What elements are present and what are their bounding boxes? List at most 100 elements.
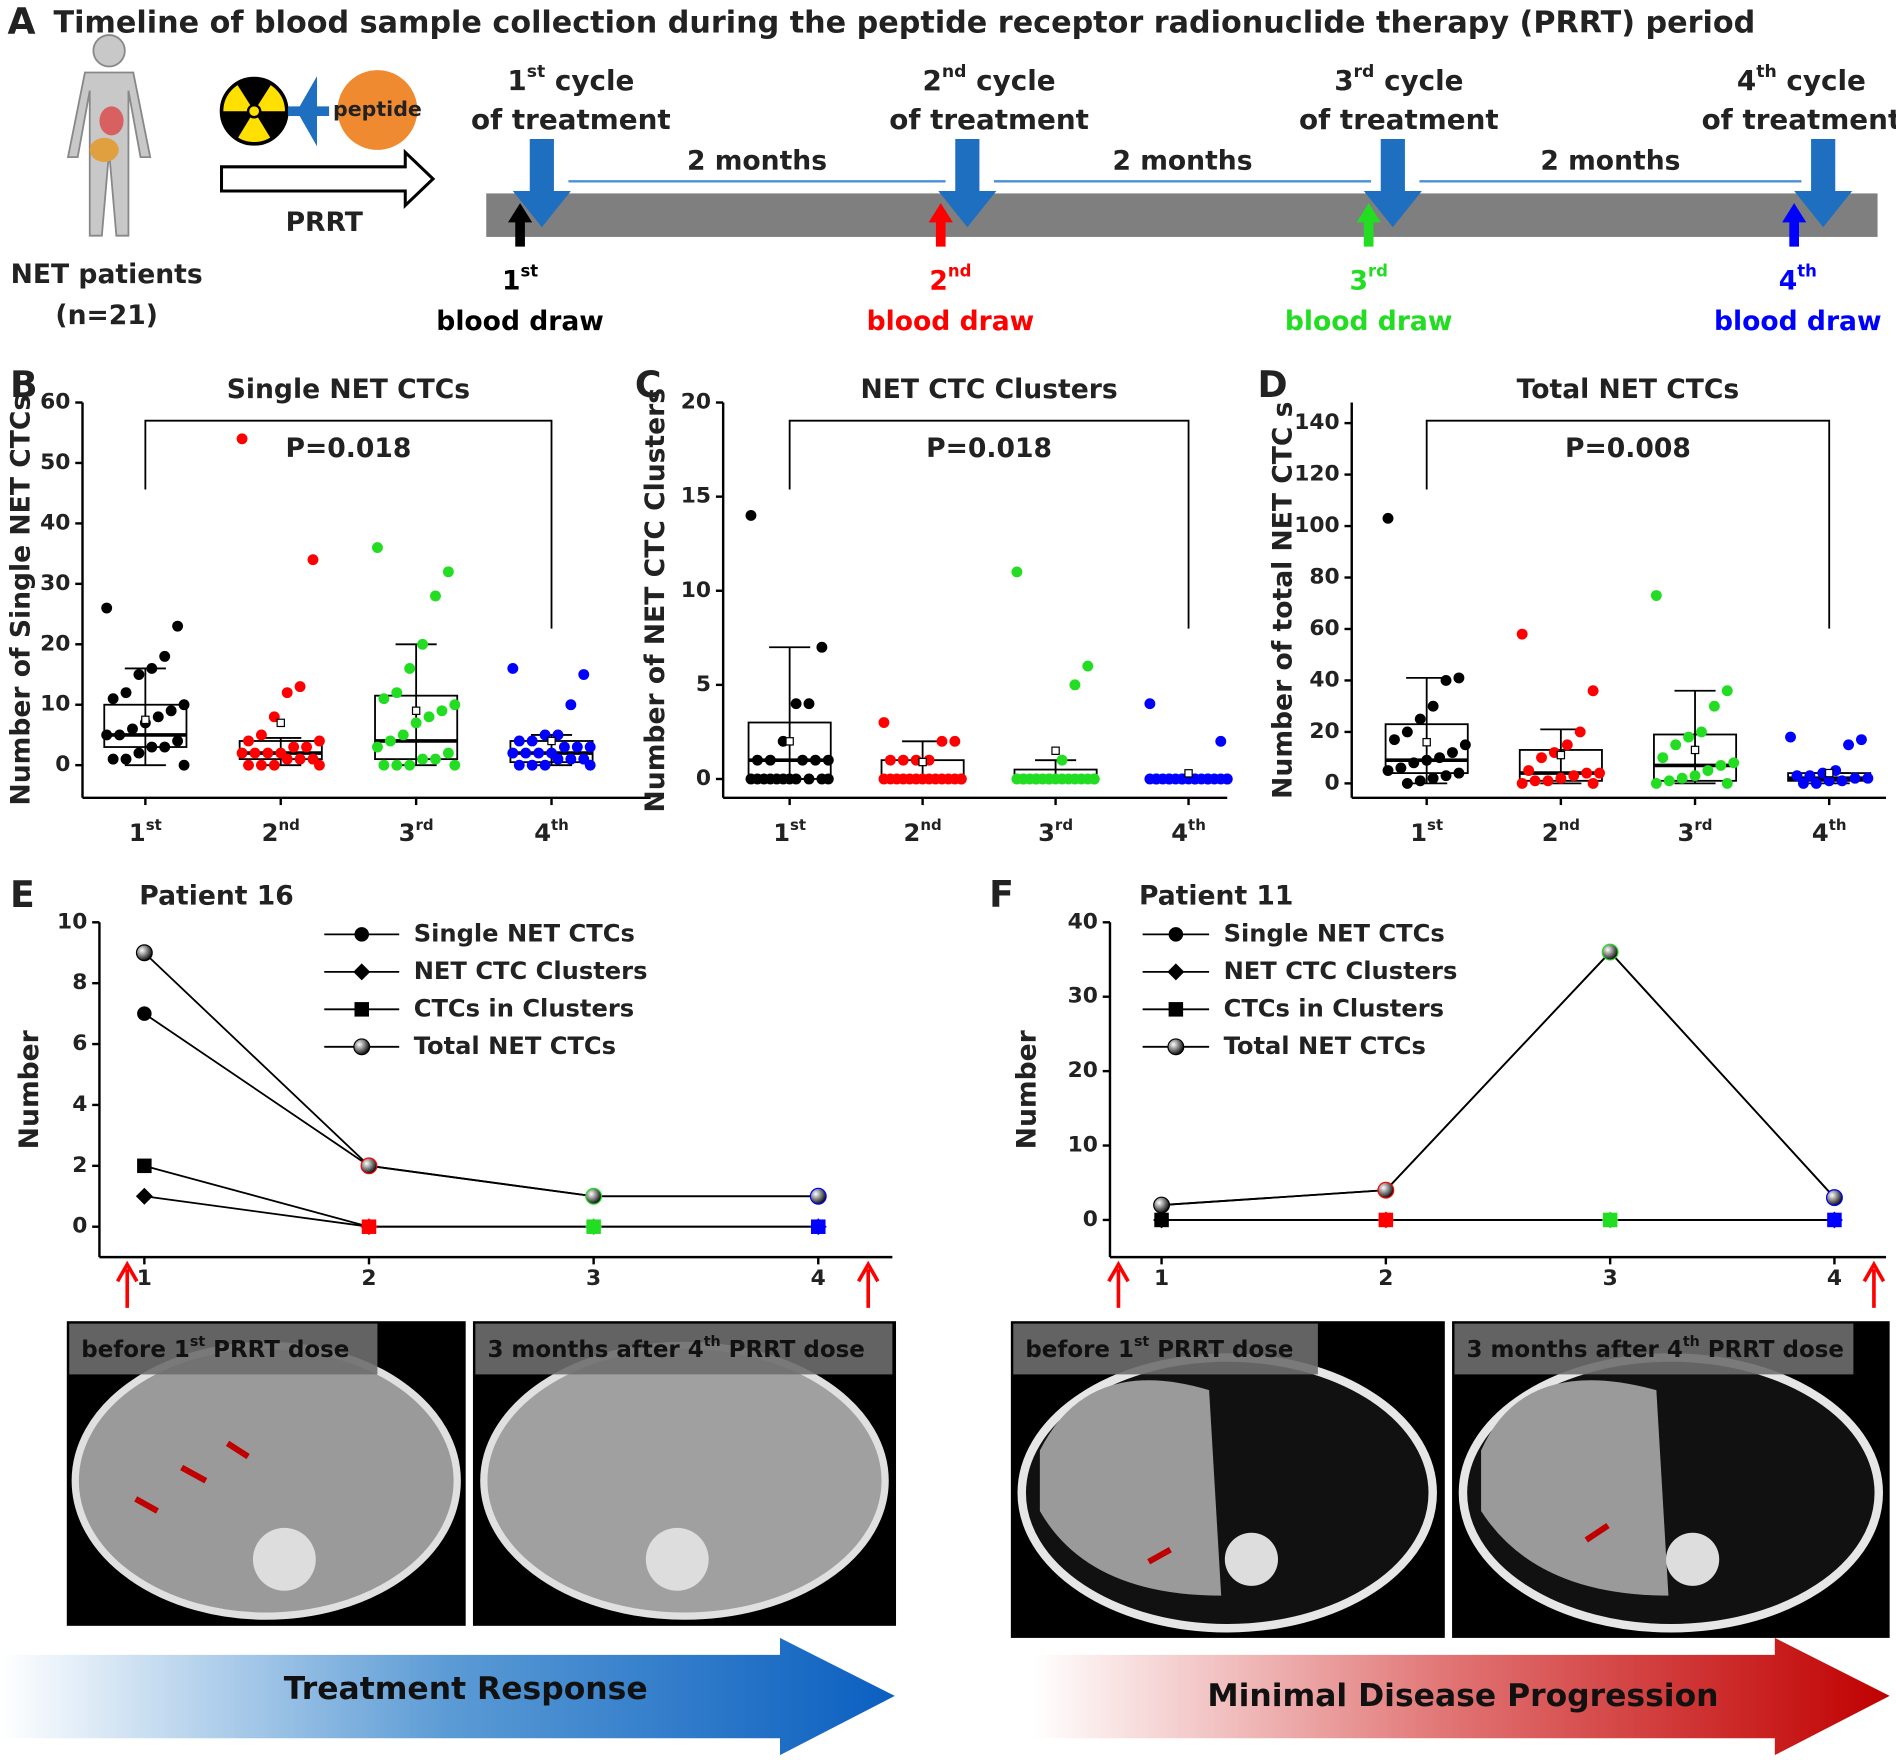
data-point [1056,754,1068,766]
y-tick-label: 6 [72,1031,87,1056]
image-caption-part: before 1 [81,1337,190,1363]
y-tick-label: 10 [1068,1133,1098,1158]
data-point [417,638,429,650]
legend-marker [353,963,371,981]
outcome-label: Minimal Disease Progression [1207,1678,1718,1714]
x-tick-label: 4 [811,1266,826,1291]
x-tick-label: 3rd [399,816,434,848]
data-point [1862,772,1874,784]
data-point [1154,1212,1169,1228]
chart-title: NET CTC Clusters [860,374,1117,405]
mean [547,736,556,746]
significance-bracket [788,419,1190,629]
cycle-label-part: nd [942,62,967,82]
data-point [1856,734,1867,746]
data-point [585,1187,603,1205]
data-point [1401,777,1413,789]
draw-arrow [508,203,533,247]
therapy-label: PRRT [286,207,363,238]
draw-label: blood draw [1285,306,1453,337]
x-tick-label-part: 3 [1678,819,1695,847]
data-point [1683,731,1695,743]
data-point [165,705,177,717]
data-point [1657,752,1669,764]
cycle-label-part: st [527,62,545,82]
data-point [1536,752,1547,764]
legend-marker [1167,963,1185,981]
y-tick-label: 40 [1068,909,1098,934]
legend-label: Single NET CTCs [1224,919,1445,947]
data-point [803,698,815,710]
x-tick-label: 1st [773,816,806,848]
image-caption-part: PRRT dose [205,1337,349,1363]
mean [141,715,150,725]
data-point [361,1219,377,1234]
panel-letter: F [989,873,1014,916]
x-tick-label: 1 [1154,1266,1169,1291]
data-point [533,747,545,759]
series-line [1161,950,1836,1206]
data-point [1427,700,1439,712]
image-caption: before 1st PRRT dose [1025,1334,1293,1363]
image-caption-part: th [704,1334,721,1350]
x-tick-label-part: 1 [1410,819,1427,847]
data-point [236,433,248,445]
data-point [1082,660,1094,672]
legend-marker [353,1038,371,1056]
data-point [1676,772,1688,784]
data-point [1728,757,1740,769]
interval-label: 2 months [1112,145,1252,176]
data-point [159,650,171,662]
x-tick-label-part: 4 [1812,819,1829,847]
data-point [288,741,300,753]
caption-box [1454,1323,1854,1375]
data-point [135,944,153,962]
y-tick-label: 0 [696,766,711,791]
data-point [1427,772,1439,784]
cycle-label-part: 2 [923,64,942,97]
data-point [822,754,834,766]
panel-letter: D [1257,363,1287,406]
data-point [1389,734,1400,746]
data-point [526,759,538,771]
image-caption-part: PRRT dose [721,1337,865,1363]
series-line [144,1164,819,1228]
annotation: P=0.008 [1565,433,1691,464]
data-point [384,735,396,747]
lesion-arrow [1584,1522,1610,1543]
panel-title: Timeline of blood sample collection duri… [53,6,1755,41]
data-point [1011,566,1023,578]
data-point [127,723,138,735]
data-point [565,699,577,711]
x-tick-label-part: 2 [1542,819,1559,847]
draw-label-part: rd [1368,262,1388,281]
y-tick-label: 5 [696,672,711,697]
image-caption: before 1st PRRT dose [81,1334,349,1363]
x-tick-label-part: 3 [399,819,416,847]
draw-label-part: 2 [929,265,948,296]
y-tick-label: 0 [55,752,70,777]
x-tick-label: 4th [1171,816,1206,848]
mean [411,706,421,715]
legend-marker [354,927,369,942]
draw-arrow [1782,203,1807,247]
cycle-label: of treatment [889,103,1089,136]
data-point [1382,512,1394,524]
lesion-arrow [134,1496,159,1514]
x-tick-label: 4 [1827,1266,1842,1291]
data-point [449,699,461,711]
data-point [135,1187,153,1205]
box [374,694,459,761]
y-tick-label: 10 [57,909,87,934]
mean [276,718,285,728]
data-point [249,747,261,759]
data-point [1434,752,1446,764]
cycle-label: of treatment [1702,103,1896,136]
data-point [1088,773,1100,785]
draw-label-part: th [1797,262,1817,281]
x-tick-label-part: 1 [773,819,790,847]
data-point [172,620,184,632]
data-point [513,735,525,747]
data-point [809,754,821,766]
chart-title: Single NET CTCs [227,374,470,405]
